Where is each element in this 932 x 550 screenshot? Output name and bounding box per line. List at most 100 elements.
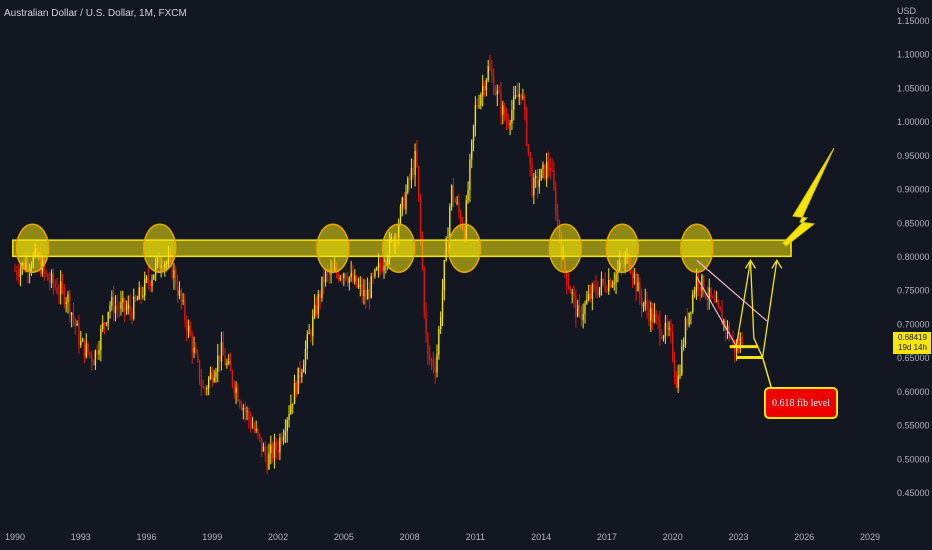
- candle-body: [540, 169, 542, 181]
- time-tick-label: 2017: [597, 532, 617, 542]
- candle-body: [597, 291, 599, 296]
- candle-body: [45, 271, 47, 275]
- candle-body: [485, 80, 488, 91]
- candle-body: [589, 294, 592, 299]
- candle-body: [423, 269, 425, 312]
- candle-body: [100, 328, 102, 351]
- candle-body: [138, 287, 140, 300]
- arrowhead: [744, 259, 757, 269]
- candle-body: [295, 382, 298, 394]
- candle-body: [257, 429, 259, 435]
- candle-body: [133, 296, 135, 319]
- candle-body: [430, 360, 433, 362]
- candle-body: [246, 410, 248, 412]
- candle-body: [708, 287, 710, 299]
- candle-body: [189, 325, 192, 336]
- touch-circle: [680, 223, 714, 273]
- candle-body: [664, 322, 667, 337]
- time-tick-label: 2002: [268, 532, 288, 542]
- candle-body: [140, 287, 142, 296]
- candle-body: [89, 352, 91, 355]
- candle-body: [407, 178, 409, 193]
- candle-body: [606, 289, 608, 292]
- candle-body: [549, 167, 551, 171]
- channel-upper-line: [696, 259, 768, 322]
- candle-body: [231, 371, 234, 385]
- price-tick-label: 0.85000: [897, 218, 930, 228]
- candle-body: [211, 372, 213, 382]
- candle-body: [184, 300, 186, 321]
- candle-body: [112, 296, 115, 314]
- price-axis[interactable]: 1.15000 1.10000 1.05000 1.00000 0.95000 0.900…: [897, 16, 930, 498]
- candle-body: [173, 270, 175, 278]
- candle-body: [401, 197, 403, 207]
- candle-body: [235, 387, 237, 393]
- candle-body: [74, 319, 76, 326]
- candle-body: [67, 293, 69, 302]
- candle-body: [639, 281, 641, 298]
- last-price-tag: 0.68419 19d 14h: [893, 332, 931, 354]
- candle-body: [693, 291, 696, 295]
- candle-body: [661, 336, 663, 339]
- candle-body: [487, 66, 489, 81]
- candle-body: [92, 361, 95, 366]
- candle-body: [450, 185, 453, 207]
- touch-circle: [142, 223, 177, 273]
- candle-body: [715, 301, 718, 303]
- candle-body: [492, 75, 495, 94]
- candle-body: [688, 312, 690, 326]
- candle-body: [226, 363, 228, 366]
- candle-body: [355, 275, 358, 287]
- candle-body: [61, 281, 64, 288]
- candle-body: [686, 318, 688, 326]
- time-axis[interactable]: 1990 1993 1996 1999 2002 2005 2008 2011 2014 2017…: [5, 532, 880, 542]
- candle-body: [337, 273, 340, 280]
- candle-body: [114, 306, 117, 314]
- candle-body: [54, 284, 56, 287]
- callout-pointer: [761, 357, 773, 391]
- candle-body: [478, 105, 480, 107]
- candle-body: [414, 151, 416, 175]
- candle-body: [684, 318, 687, 345]
- candle-body: [666, 322, 668, 330]
- candle-body: [56, 286, 58, 294]
- candle-body: [569, 288, 572, 294]
- candle-body: [518, 94, 520, 98]
- candle-body: [502, 105, 504, 115]
- candle-body: [240, 404, 243, 410]
- candle-body: [259, 434, 261, 438]
- candle-body: [153, 274, 155, 280]
- candle-body: [222, 342, 224, 356]
- candle-body: [206, 388, 208, 390]
- touch-circle: [605, 223, 640, 273]
- candle-body: [202, 385, 204, 389]
- candle-body: [94, 350, 97, 366]
- candle-body: [642, 303, 645, 307]
- candle-body: [591, 285, 593, 299]
- candle-body: [586, 299, 588, 304]
- candle-body: [449, 206, 451, 237]
- price-tick-label: 1.00000: [897, 117, 930, 127]
- candle-body: [288, 413, 290, 420]
- candle-body: [644, 300, 646, 304]
- candle-body: [266, 455, 268, 470]
- candle-body: [460, 212, 462, 225]
- candle-body: [383, 265, 385, 271]
- candle-body: [469, 159, 471, 191]
- candle-body: [598, 287, 601, 296]
- candle-body: [290, 404, 292, 414]
- candle-body: [542, 164, 544, 170]
- candle-body: [672, 331, 674, 360]
- candle-body: [381, 266, 383, 271]
- candle-body: [131, 311, 133, 319]
- candle-body: [578, 305, 581, 309]
- candle-body: [255, 429, 257, 431]
- candle-body: [425, 311, 427, 334]
- candle-body: [496, 90, 498, 95]
- time-tick-label: 2005: [334, 532, 354, 542]
- candle-body: [220, 342, 223, 362]
- candle-body: [348, 277, 351, 284]
- candle-body: [87, 343, 89, 353]
- candle-body: [536, 176, 539, 187]
